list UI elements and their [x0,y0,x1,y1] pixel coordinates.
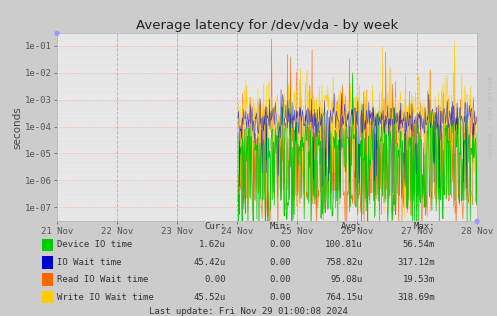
Text: RRDTOOL / TOBI OETIKER: RRDTOOL / TOBI OETIKER [489,76,494,158]
Text: 0.00: 0.00 [205,275,226,284]
Text: 1.62u: 1.62u [199,240,226,249]
Text: Avg:: Avg: [341,222,363,231]
Text: IO Wait time: IO Wait time [57,258,122,267]
Text: 758.82u: 758.82u [325,258,363,267]
Text: 100.81u: 100.81u [325,240,363,249]
Text: ●: ● [54,30,60,36]
Text: 317.12m: 317.12m [397,258,435,267]
Text: Min:: Min: [269,222,291,231]
Text: 764.15u: 764.15u [325,293,363,301]
Text: 95.08u: 95.08u [331,275,363,284]
Text: Max:: Max: [414,222,435,231]
Text: Cur:: Cur: [205,222,226,231]
Text: 0.00: 0.00 [269,240,291,249]
Text: 0.00: 0.00 [269,258,291,267]
Text: Device IO time: Device IO time [57,240,132,249]
Text: Last update: Fri Nov 29 01:00:08 2024: Last update: Fri Nov 29 01:00:08 2024 [149,307,348,316]
Text: 0.00: 0.00 [269,293,291,301]
Title: Average latency for /dev/vda - by week: Average latency for /dev/vda - by week [136,19,398,32]
Text: 45.42u: 45.42u [194,258,226,267]
Text: Write IO Wait time: Write IO Wait time [57,293,154,301]
Text: Read IO Wait time: Read IO Wait time [57,275,149,284]
Text: 0.00: 0.00 [269,275,291,284]
Text: ●: ● [474,218,480,224]
Text: 318.69m: 318.69m [397,293,435,301]
Text: 45.52u: 45.52u [194,293,226,301]
Text: 19.53m: 19.53m [403,275,435,284]
Y-axis label: seconds: seconds [12,106,22,149]
Text: 56.54m: 56.54m [403,240,435,249]
